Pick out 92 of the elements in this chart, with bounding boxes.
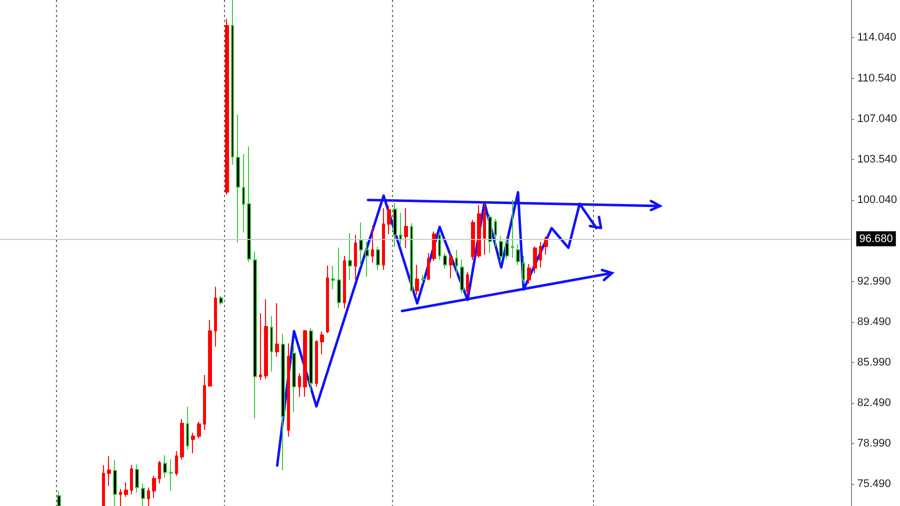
candlestick (466, 272, 469, 296)
candlestick (102, 464, 105, 506)
ref-line-label: 96.680 (859, 232, 893, 245)
candlestick (175, 450, 178, 476)
candlestick (499, 236, 503, 264)
candlestick (320, 331, 324, 355)
candlestick (197, 421, 201, 439)
candlestick (158, 460, 161, 484)
candlestick (147, 486, 150, 506)
candlestick (281, 333, 285, 471)
y-tick-label: 89.490 (857, 316, 891, 328)
candlestick (141, 482, 145, 506)
candlestick (410, 222, 413, 292)
candlestick (348, 232, 352, 280)
y-tick-label: 110.540 (857, 72, 896, 84)
candlestick (309, 327, 313, 392)
candlestick (191, 432, 195, 454)
y-tick-label: 82.490 (857, 397, 891, 410)
candlestick (236, 114, 240, 244)
candlestick (231, 0, 234, 166)
y-tick-label: 103.540 (857, 153, 898, 166)
candlestick (253, 251, 257, 419)
candlestick (387, 205, 391, 235)
candlestick (371, 225, 374, 264)
candlestick (214, 286, 217, 348)
candlestick (270, 315, 273, 372)
candlestick (107, 456, 111, 487)
candlestick (511, 199, 514, 258)
candlestick (494, 218, 497, 248)
candlestick (57, 490, 61, 506)
candlestick (275, 302, 279, 358)
candlestick (242, 154, 245, 234)
candlestick (376, 246, 380, 270)
candlestick (303, 329, 307, 398)
candlestick (124, 482, 128, 498)
candlestick (315, 339, 318, 388)
candlestick (432, 231, 436, 262)
candlestick (225, 18, 229, 196)
candlestick (186, 406, 189, 450)
candlestick (427, 252, 430, 280)
y-tick-label: 92.990 (857, 275, 891, 288)
candlestick (449, 252, 453, 279)
candlestick (359, 222, 363, 266)
candlestick (113, 460, 117, 506)
candlestick (505, 236, 509, 260)
candlestick (443, 252, 447, 269)
y-tick-label: 78.990 (857, 438, 891, 450)
candlestick (471, 219, 475, 260)
candlestick (130, 464, 133, 495)
candlestick (365, 241, 369, 278)
candlestick (533, 246, 537, 274)
candlestick (477, 204, 481, 258)
candlestick (208, 319, 212, 387)
candlestick (152, 475, 156, 498)
candlestick (399, 212, 402, 245)
candlestick (539, 242, 542, 268)
candlestick (259, 312, 262, 381)
y-tick-label: 85.990 (857, 356, 891, 369)
candlestick (404, 208, 408, 249)
candlestick (247, 146, 251, 262)
candlestick (522, 255, 525, 284)
candlestick (135, 464, 139, 493)
candlestick (298, 372, 301, 398)
candlestick (331, 265, 335, 290)
candlestick (460, 258, 464, 294)
candlestick (415, 264, 419, 296)
y-tick-label: 114.040 (857, 32, 896, 44)
candlestick (343, 255, 346, 309)
candlestick (421, 274, 425, 284)
candlestick (219, 295, 223, 306)
candlestick (438, 231, 441, 260)
candlestick (264, 298, 268, 380)
y-tick-label: 107.040 (857, 112, 898, 125)
candlestick (180, 418, 184, 460)
candlestick (119, 488, 122, 506)
y-tick-label: 75.490 (857, 478, 891, 490)
candlestick (292, 344, 296, 412)
candlestick (203, 374, 206, 431)
candlestick (382, 208, 385, 270)
candlestick (455, 249, 458, 276)
candlestick (483, 202, 486, 256)
candlestick (326, 265, 329, 334)
candlestick (169, 458, 173, 492)
candlestick (163, 454, 167, 478)
candlestick (516, 244, 520, 266)
y-tick-label: 100.040 (857, 194, 898, 206)
candlestick (393, 202, 397, 248)
candlestick (337, 247, 341, 309)
candlestick (488, 214, 492, 254)
candlestick (354, 234, 357, 280)
candlestick (527, 264, 531, 284)
candlestick (287, 342, 290, 438)
